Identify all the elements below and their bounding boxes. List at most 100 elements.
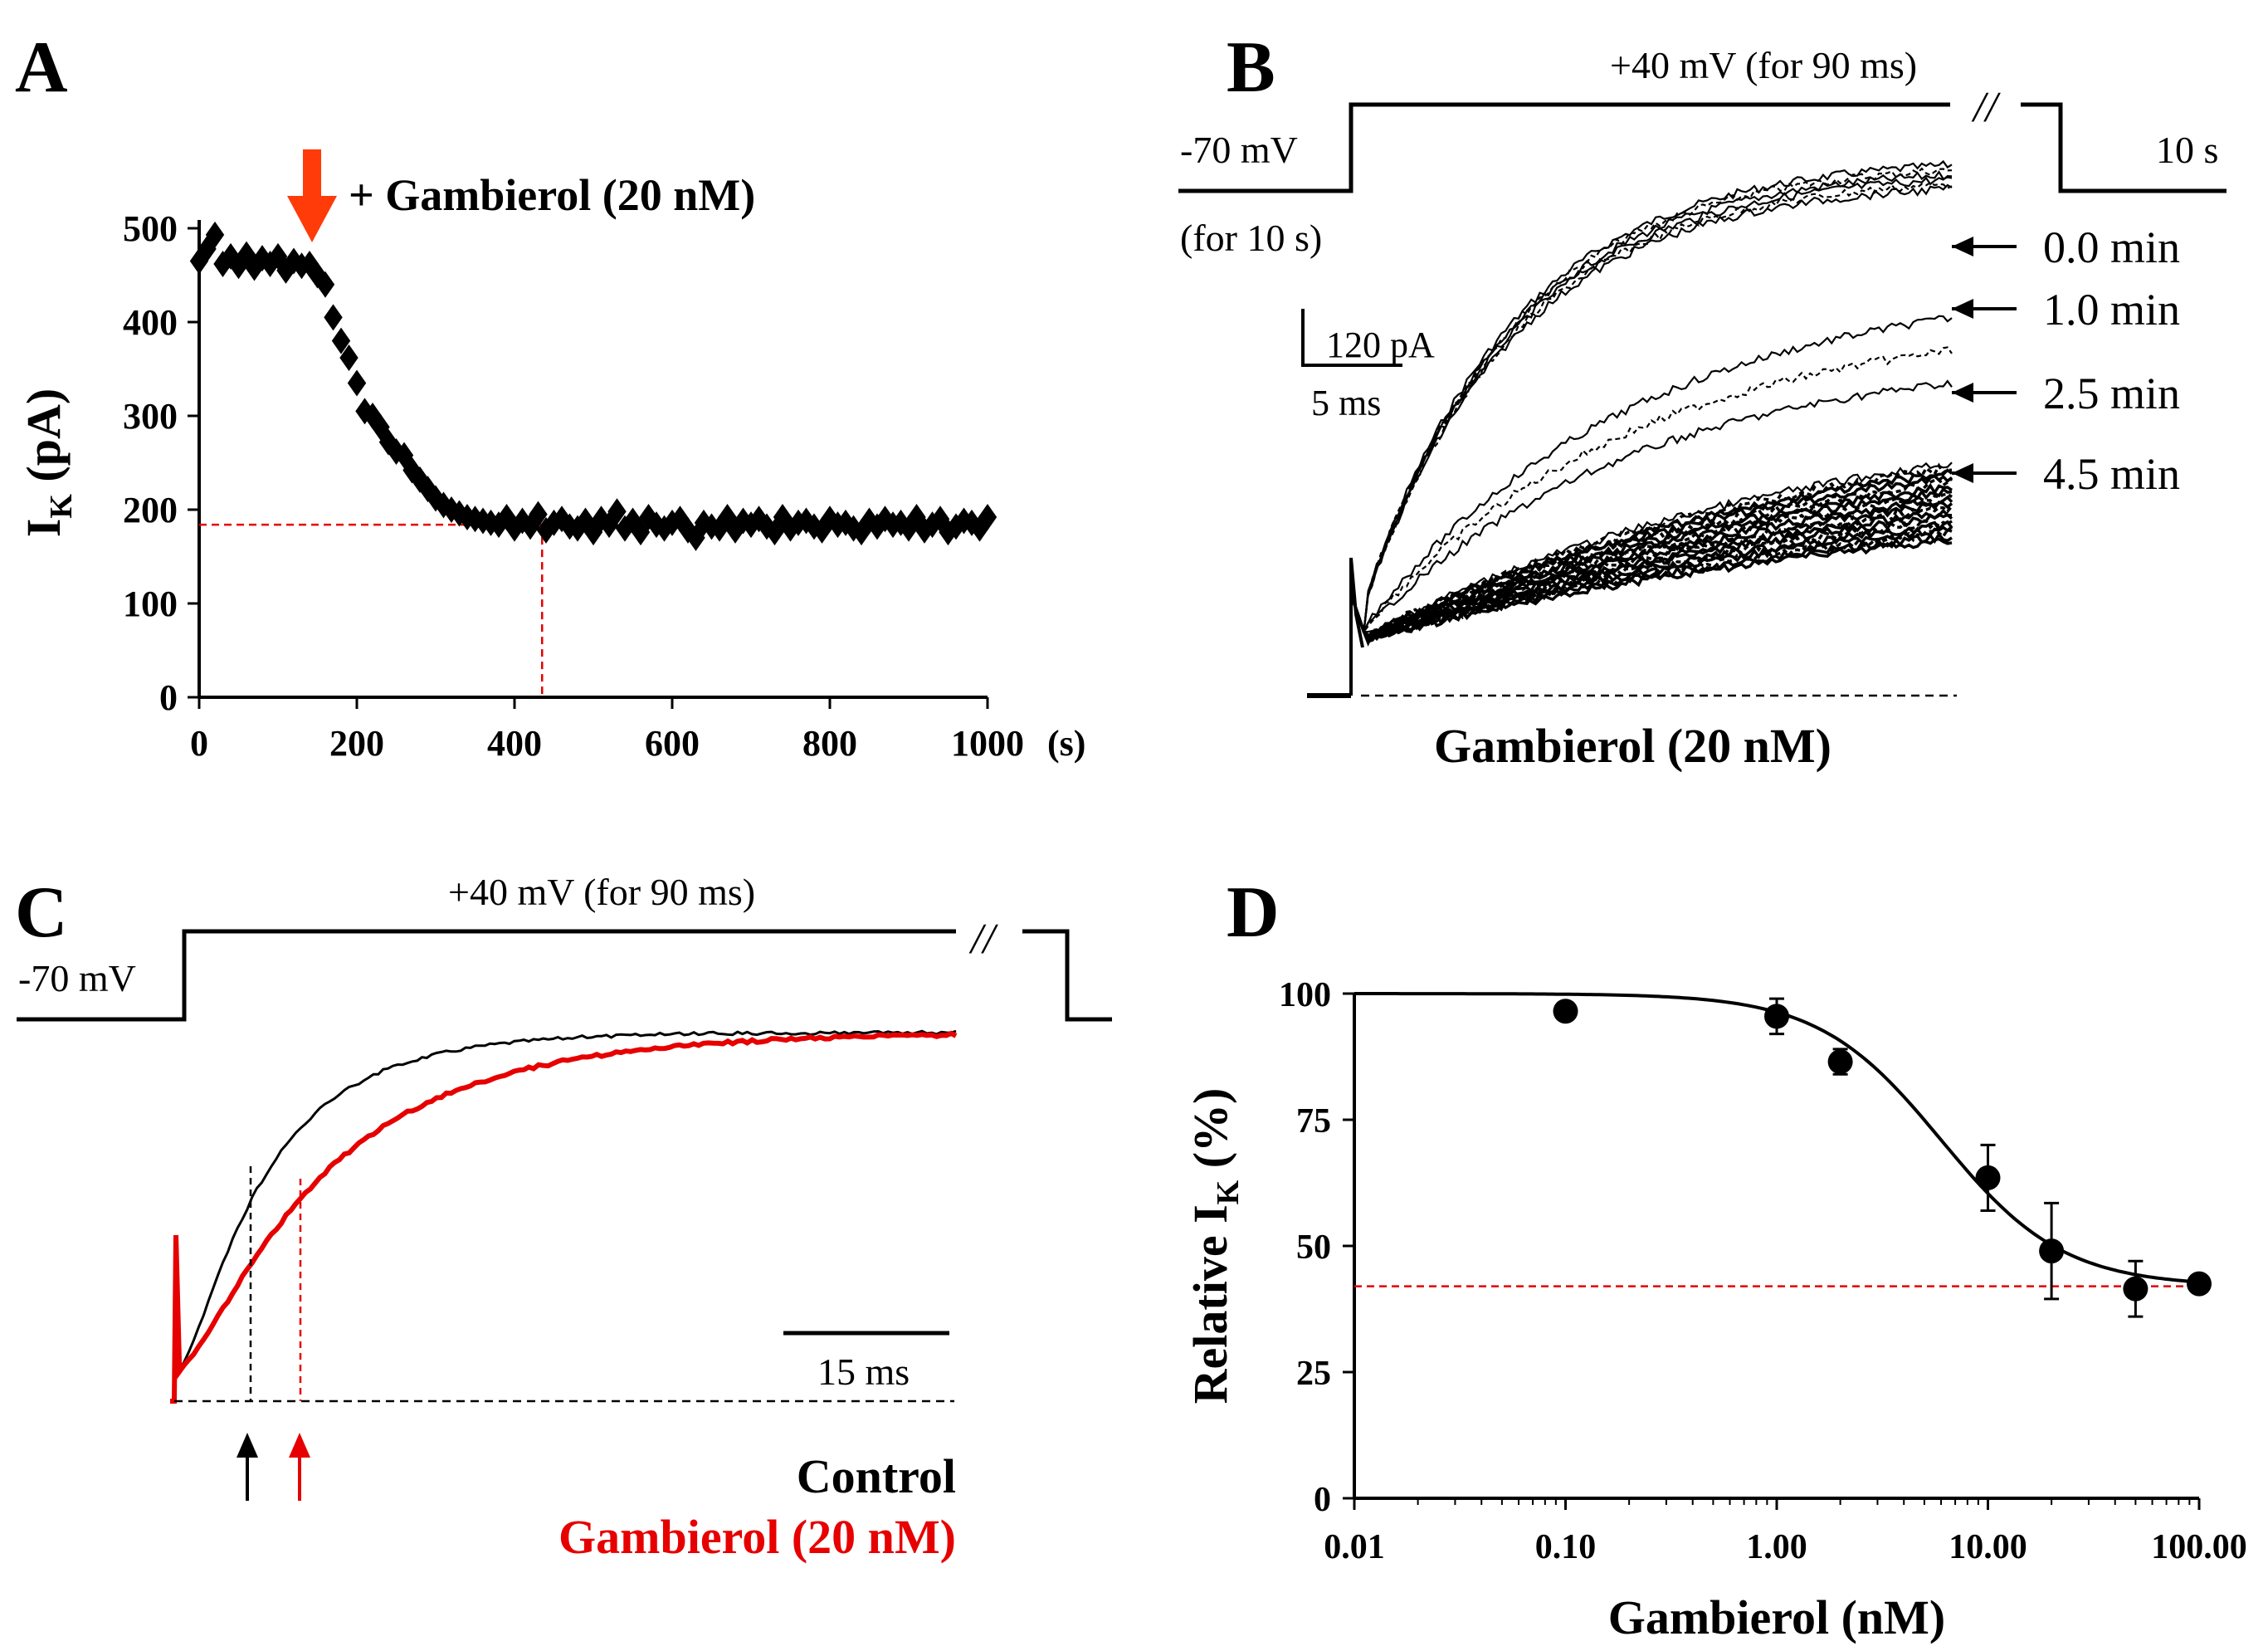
step-potential-label: +40 mV (for 90 ms)	[1610, 44, 1917, 86]
x-tick-label: 400	[487, 723, 542, 764]
panel-d-label: D	[1227, 872, 1280, 953]
current-trace	[1349, 315, 1953, 634]
x-tick-label: 1000	[951, 723, 1024, 764]
svg-text:1.0 min: 1.0 min	[2043, 285, 2180, 335]
panel-b-label: B	[1227, 27, 1275, 108]
data-point	[205, 221, 225, 248]
treated-trace	[170, 1030, 958, 1404]
break-mark: //	[1971, 84, 2001, 131]
control-up-arrow-icon	[237, 1433, 258, 1501]
scale-bar-current-label: 120 pA	[1326, 325, 1435, 365]
y-tick-label: 400	[123, 302, 178, 343]
data-point	[607, 498, 627, 525]
panel-b: B // -70 mV (for 10 s) +40 mV (for 90 ms…	[1178, 27, 2227, 773]
y-tick-label: 25	[1296, 1355, 1331, 1393]
panel-d: D 0.01 0.10 1.00 10.00 100.00 0 25 50 75 100 Gambi…	[1183, 872, 2247, 1644]
y-tick-label: 500	[123, 208, 178, 249]
x-tick-label: 0	[190, 723, 208, 764]
scale-bar	[1301, 309, 1402, 367]
treatment-annotation: + Gambierol (20 nM)	[349, 170, 755, 220]
data-point	[978, 504, 997, 531]
y-tick-label: 50	[1296, 1228, 1331, 1267]
current-trace	[1349, 520, 1953, 637]
legend-treated: Gambierol (20 nM)	[558, 1510, 956, 1564]
chart-d: 0.01 0.10 1.00 10.00 100.00 0 25 50 75 100 Gambier…	[1183, 976, 2247, 1644]
voltage-protocol-line-end	[2021, 102, 2227, 193]
data-point	[324, 304, 343, 331]
voltage-protocol-line-end	[1022, 929, 1112, 1022]
current-trace	[1349, 181, 1953, 633]
current-trace	[1349, 537, 1953, 647]
legend-control: Control	[797, 1449, 956, 1503]
time-label-3: 4.5 min	[1952, 449, 2180, 499]
holding-duration-label: (for 10 s)	[1180, 217, 1322, 259]
time-label-1: 1.0 min	[1952, 285, 2180, 335]
current-trace	[1349, 531, 1953, 642]
svg-text:4.5 min: 4.5 min	[2043, 449, 2180, 499]
data-point	[1764, 1004, 1789, 1029]
panel-a: A + Gambierol (20 nM) 0 200 400 600 800 10000…	[15, 27, 1085, 764]
current-trace	[1349, 346, 1953, 634]
y-tick-label: 0	[1314, 1481, 1331, 1519]
data-point	[1975, 1165, 2001, 1190]
current-trace	[1349, 508, 1953, 644]
capacitive-transient	[1349, 557, 1364, 696]
y-tick-label: 75	[1296, 1102, 1331, 1141]
scale-bar-time-label: 5 ms	[1311, 383, 1381, 423]
current-trace	[1349, 379, 1953, 634]
panel-c-label: C	[15, 872, 68, 953]
y-axis-label: IK (pA)	[17, 388, 79, 537]
step-potential-label: +40 mV (for 90 ms)	[448, 871, 755, 913]
data-point	[2187, 1271, 2212, 1297]
data-point	[339, 344, 358, 371]
panel-a-label: A	[15, 27, 68, 108]
down-arrow-icon	[287, 149, 337, 242]
svg-text:0.0 min: 0.0 min	[2043, 222, 2180, 272]
data-point	[529, 501, 548, 528]
voltage-protocol-line	[1178, 102, 1950, 193]
time-label-2: 2.5 min	[1952, 369, 2180, 418]
y-tick-label: 0	[159, 677, 178, 718]
x-tick-label: 1.00	[1746, 1528, 1807, 1566]
scale-bar-time-label: 15 ms	[817, 1351, 910, 1393]
y-tick-label: 200	[123, 490, 178, 530]
data-point	[347, 369, 367, 397]
panel-b-caption: Gambierol (20 nM)	[1434, 719, 1831, 773]
current-trace	[1349, 505, 1953, 642]
x-tick-label: 10.00	[1949, 1528, 2027, 1566]
time-label-0: 0.0 min	[1952, 222, 2180, 272]
y-tick-label: 100	[1279, 976, 1331, 1014]
data-point	[331, 327, 351, 354]
holding-potential-label: -70 mV	[18, 957, 136, 999]
panel-c: C // -70 mV +40 mV (for 90 ms) 15 ms Con…	[15, 871, 1112, 1564]
data-point	[1553, 999, 1578, 1024]
data-point	[2039, 1238, 2065, 1264]
voltage-protocol-line	[17, 929, 956, 1022]
data-point	[2123, 1276, 2149, 1302]
data-point	[315, 271, 335, 298]
current-traces	[170, 1029, 958, 1404]
control-trace	[170, 1029, 957, 1403]
left-arrow-icon	[1952, 383, 1973, 403]
treated-up-arrow-icon	[289, 1433, 310, 1501]
x-tick-label: 0.01	[1324, 1528, 1385, 1566]
data-point	[1827, 1049, 1853, 1075]
x-axis-label: Gambierol (nM)	[1608, 1590, 1945, 1644]
chart-a: 0 200 400 600 800 1000 0 100 200 300 400 500 (s) IK (…	[17, 208, 1085, 764]
current-traces	[1307, 159, 1953, 698]
svg-text:2.5 min: 2.5 min	[2043, 369, 2180, 418]
holding-potential-label: -70 mV	[1180, 129, 1298, 171]
data-point	[189, 247, 209, 275]
x-tick-label: 0.10	[1535, 1528, 1597, 1566]
x-tick-label: 600	[645, 723, 700, 764]
left-arrow-icon	[1952, 299, 1973, 319]
left-arrow-icon	[1952, 463, 1973, 483]
y-tick-label: 100	[123, 584, 178, 624]
x-tick-label: 100.00	[2151, 1528, 2247, 1566]
y-axis-label: Relative IK (%)	[1183, 1088, 1246, 1404]
x-axis-label: (s)	[1047, 723, 1085, 764]
fit-curve	[1354, 992, 2200, 1284]
break-mark: //	[968, 916, 998, 963]
interval-label: 10 s	[2156, 129, 2218, 171]
